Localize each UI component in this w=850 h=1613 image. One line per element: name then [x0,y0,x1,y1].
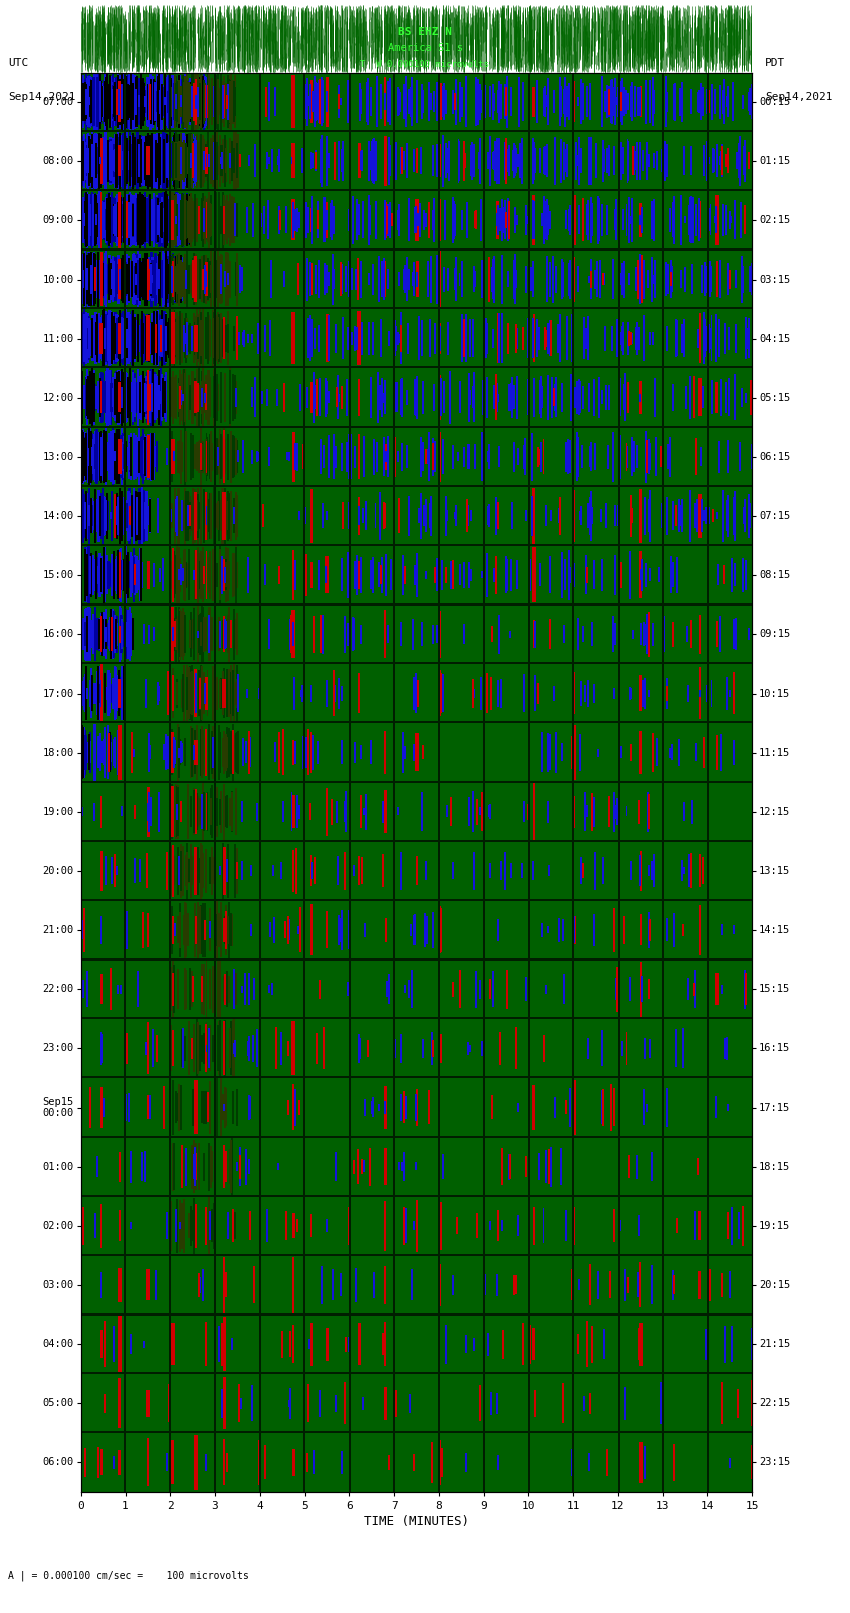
Text: T  W 0.000100 microvolts: T W 0.000100 microvolts [360,60,490,69]
Text: A | = 0.000100 cm/sec =    100 microvolts: A | = 0.000100 cm/sec = 100 microvolts [8,1569,249,1581]
Text: PDT: PDT [765,58,785,68]
Text: UTC: UTC [8,58,29,68]
Text: Sep14,2021: Sep14,2021 [765,92,832,102]
X-axis label: TIME (MINUTES): TIME (MINUTES) [364,1515,469,1528]
Text: BS EHZ N: BS EHZ N [398,27,452,37]
Text: America S1 s: America S1 s [388,44,462,53]
Text: Sep14,2021: Sep14,2021 [8,92,76,102]
